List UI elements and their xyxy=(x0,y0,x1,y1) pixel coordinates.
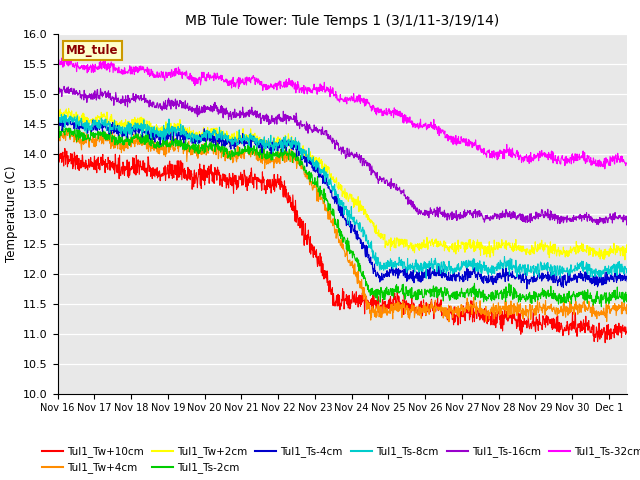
Tul1_Tw+10cm xyxy=(308,241,316,247)
Tul1_Ts-4cm xyxy=(318,175,326,180)
Tul1_Ts-4cm xyxy=(308,162,316,168)
Tul1_Tw+2cm xyxy=(98,115,106,121)
Tul1_Tw+4cm xyxy=(122,143,129,149)
Tul1_Ts-32cm xyxy=(318,87,326,93)
Tul1_Ts-4cm xyxy=(98,121,106,127)
Text: MB_tule: MB_tule xyxy=(66,44,118,58)
Tul1_Ts-8cm xyxy=(58,111,65,117)
Tul1_Ts-16cm xyxy=(623,222,630,228)
Tul1_Ts-32cm xyxy=(308,89,316,95)
Tul1_Ts-8cm xyxy=(318,167,326,172)
Tul1_Tw+2cm xyxy=(65,106,72,111)
Line: Tul1_Ts-32cm: Tul1_Ts-32cm xyxy=(58,58,627,169)
Tul1_Ts-32cm xyxy=(378,113,386,119)
Tul1_Tw+10cm xyxy=(54,152,61,157)
Tul1_Ts-4cm xyxy=(61,113,69,119)
Tul1_Tw+10cm xyxy=(98,163,106,168)
Tul1_Tw+4cm xyxy=(445,319,453,324)
Tul1_Ts-32cm xyxy=(54,56,61,62)
Y-axis label: Temperature (C): Temperature (C) xyxy=(4,165,17,262)
Tul1_Ts-8cm xyxy=(98,117,106,122)
Tul1_Tw+10cm xyxy=(122,168,129,173)
Tul1_Ts-16cm xyxy=(307,127,315,133)
Tul1_Tw+10cm xyxy=(623,324,631,330)
Legend: Tul1_Tw+10cm, Tul1_Tw+4cm, Tul1_Tw+2cm, Tul1_Ts-2cm, Tul1_Ts-4cm, Tul1_Ts-8cm, T: Tul1_Tw+10cm, Tul1_Tw+4cm, Tul1_Tw+2cm, … xyxy=(38,442,640,478)
Tul1_Ts-32cm xyxy=(98,64,106,70)
Line: Tul1_Ts-8cm: Tul1_Ts-8cm xyxy=(58,114,627,278)
Tul1_Ts-32cm xyxy=(65,55,73,60)
Tul1_Tw+10cm xyxy=(318,258,326,264)
Tul1_Tw+2cm xyxy=(318,165,326,171)
Tul1_Ts-32cm xyxy=(601,166,609,172)
Tul1_Ts-2cm xyxy=(598,304,605,310)
Title: MB Tule Tower: Tule Temps 1 (3/1/11-3/19/14): MB Tule Tower: Tule Temps 1 (3/1/11-3/19… xyxy=(185,14,500,28)
Tul1_Ts-8cm xyxy=(422,276,430,281)
Tul1_Ts-8cm xyxy=(378,266,386,272)
Tul1_Ts-2cm xyxy=(378,289,386,295)
Tul1_Tw+4cm xyxy=(318,194,326,200)
Tul1_Tw+2cm xyxy=(623,250,631,255)
Tul1_Tw+2cm xyxy=(54,110,61,116)
Tul1_Ts-16cm xyxy=(317,132,325,138)
Tul1_Ts-16cm xyxy=(378,179,385,185)
Tul1_Ts-4cm xyxy=(623,279,631,285)
Tul1_Ts-32cm xyxy=(296,88,303,94)
Tul1_Ts-16cm xyxy=(98,92,106,97)
Tul1_Ts-8cm xyxy=(623,272,631,277)
Tul1_Tw+4cm xyxy=(98,135,106,141)
Tul1_Ts-4cm xyxy=(296,148,303,154)
Line: Tul1_Tw+10cm: Tul1_Tw+10cm xyxy=(58,138,627,343)
Tul1_Ts-8cm xyxy=(54,120,61,125)
Tul1_Ts-8cm xyxy=(308,157,316,163)
Tul1_Tw+10cm xyxy=(296,215,303,220)
Tul1_Ts-4cm xyxy=(378,276,386,281)
Line: Tul1_Ts-16cm: Tul1_Ts-16cm xyxy=(58,85,627,225)
Tul1_Ts-8cm xyxy=(122,126,129,132)
Tul1_Ts-16cm xyxy=(121,100,129,106)
Tul1_Ts-4cm xyxy=(122,130,129,136)
Tul1_Tw+2cm xyxy=(122,122,129,128)
Tul1_Tw+2cm xyxy=(378,232,386,238)
Tul1_Tw+4cm xyxy=(308,182,316,188)
Tul1_Ts-16cm xyxy=(54,82,61,88)
Tul1_Ts-2cm xyxy=(623,296,631,301)
Tul1_Ts-2cm xyxy=(122,137,129,143)
Tul1_Ts-32cm xyxy=(623,160,631,166)
Line: Tul1_Ts-2cm: Tul1_Ts-2cm xyxy=(58,124,627,307)
Tul1_Tw+10cm xyxy=(378,306,386,312)
Tul1_Ts-2cm xyxy=(54,135,61,141)
Line: Tul1_Ts-4cm: Tul1_Ts-4cm xyxy=(58,116,627,289)
Tul1_Tw+2cm xyxy=(296,146,303,152)
Tul1_Ts-32cm xyxy=(122,71,129,76)
Tul1_Ts-16cm xyxy=(296,122,303,128)
Tul1_Ts-2cm xyxy=(98,132,106,138)
Tul1_Ts-2cm xyxy=(59,121,67,127)
Tul1_Tw+4cm xyxy=(54,130,61,136)
Line: Tul1_Tw+4cm: Tul1_Tw+4cm xyxy=(58,129,627,322)
Tul1_Ts-2cm xyxy=(318,188,326,193)
Tul1_Tw+4cm xyxy=(623,307,631,313)
Tul1_Tw+4cm xyxy=(296,160,303,166)
Tul1_Ts-4cm xyxy=(54,116,61,122)
Tul1_Ts-2cm xyxy=(296,160,303,166)
Tul1_Tw+2cm xyxy=(621,257,628,263)
Tul1_Tw+2cm xyxy=(308,157,316,163)
Tul1_Tw+10cm xyxy=(602,340,609,346)
Tul1_Tw+4cm xyxy=(378,311,386,316)
Tul1_Ts-4cm xyxy=(523,286,531,292)
Tul1_Ts-16cm xyxy=(623,217,631,223)
Tul1_Tw+4cm xyxy=(63,126,70,132)
Tul1_Ts-8cm xyxy=(296,140,303,146)
Line: Tul1_Tw+2cm: Tul1_Tw+2cm xyxy=(58,108,627,260)
Tul1_Tw+10cm xyxy=(54,135,62,141)
Tul1_Ts-2cm xyxy=(308,174,316,180)
